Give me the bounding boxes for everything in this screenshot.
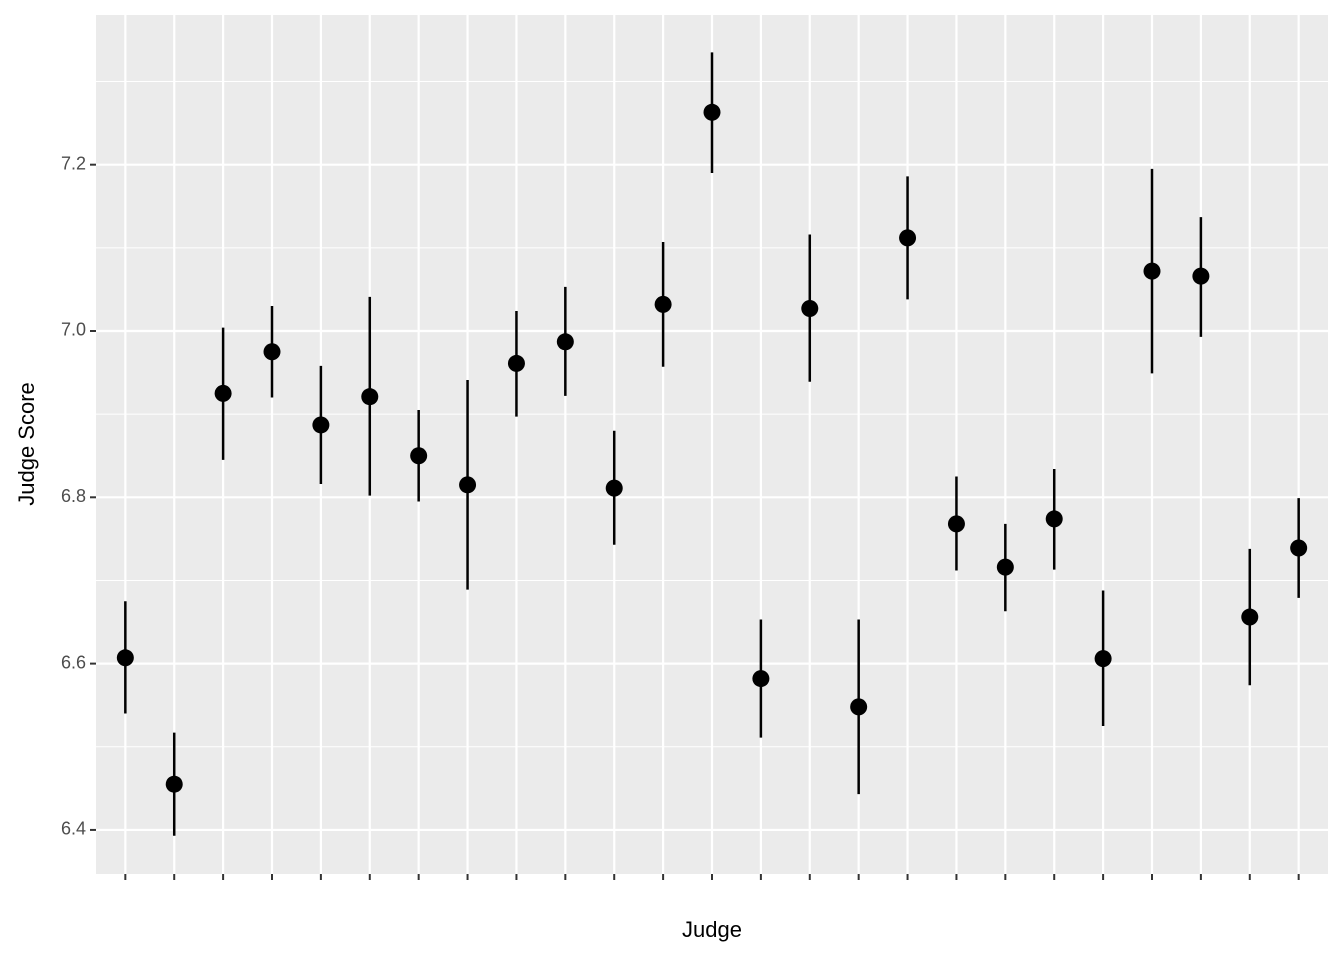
point bbox=[263, 343, 281, 361]
point bbox=[801, 300, 819, 318]
point bbox=[165, 775, 183, 793]
y-axis-title: Judge Score bbox=[14, 382, 39, 506]
point bbox=[996, 558, 1014, 576]
point bbox=[116, 649, 134, 667]
y-tick-label: 6.6 bbox=[61, 652, 86, 672]
point bbox=[1094, 650, 1112, 668]
y-tick-label: 7.2 bbox=[61, 153, 86, 173]
point bbox=[410, 447, 428, 465]
point bbox=[947, 515, 965, 533]
point bbox=[214, 384, 232, 402]
point bbox=[361, 388, 379, 406]
point bbox=[605, 479, 623, 497]
point bbox=[654, 295, 672, 313]
point bbox=[1045, 510, 1063, 528]
point bbox=[1143, 262, 1161, 280]
point bbox=[703, 103, 721, 121]
point bbox=[1192, 267, 1210, 285]
y-tick-label: 6.8 bbox=[61, 486, 86, 506]
point bbox=[312, 416, 330, 434]
y-tick-label: 6.4 bbox=[61, 819, 86, 839]
point bbox=[459, 476, 477, 494]
point bbox=[752, 670, 770, 688]
point bbox=[1290, 539, 1308, 557]
point bbox=[507, 354, 525, 372]
x-axis-title: Judge bbox=[682, 917, 742, 942]
point bbox=[1241, 608, 1259, 626]
point bbox=[556, 333, 574, 351]
point bbox=[850, 698, 868, 716]
point bbox=[899, 229, 917, 247]
y-tick-label: 7.0 bbox=[61, 320, 86, 340]
